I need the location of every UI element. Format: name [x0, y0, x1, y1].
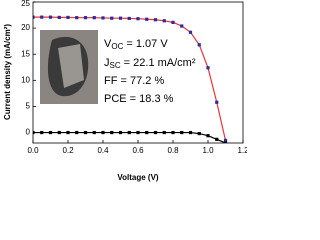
data-point [110, 130, 114, 135]
y-tick-label: 0 [26, 128, 31, 137]
data-point [92, 16, 96, 20]
data-point [206, 134, 210, 138]
annotation-text: = 1.07 V [123, 38, 168, 50]
data-point [188, 130, 193, 135]
data-point [197, 43, 201, 47]
data-point [75, 130, 79, 135]
annotation: PCE = 18.3 % [104, 93, 174, 105]
y-tick-label: 25 [21, 0, 30, 8]
data-point [40, 15, 44, 19]
data-point [223, 141, 228, 143]
data-point [145, 130, 149, 135]
data-point [215, 100, 219, 104]
data-point [92, 130, 96, 135]
annotation: JSC = 22.1 mA/cm² [104, 57, 196, 70]
y-tick-label: 10 [21, 75, 30, 84]
data-point [180, 130, 184, 135]
x-tick-label: 1.0 [202, 146, 214, 155]
data-point [153, 130, 158, 135]
data-point [136, 130, 140, 135]
x-tick-label: 0.0 [27, 146, 39, 155]
data-point [66, 130, 70, 135]
x-tick-label: 0.6 [132, 146, 144, 155]
data-point [118, 130, 123, 135]
data-point [48, 130, 53, 135]
data-point [57, 15, 61, 20]
data-point [57, 130, 61, 135]
y-tick-label: 5 [26, 102, 31, 111]
annotation-text: PCE = 18.3 % [104, 93, 174, 105]
data-point [171, 130, 175, 135]
annotation-symbol: V [104, 38, 112, 50]
y-axis-title: Current density (mA/cm²) [3, 24, 12, 120]
data-point [127, 16, 131, 21]
data-point [197, 132, 201, 136]
data-point [206, 66, 210, 70]
data-point [171, 20, 175, 24]
data-point [162, 19, 166, 23]
data-point [40, 130, 44, 135]
data-point [48, 15, 53, 19]
annotation: FF = 77.2 % [104, 75, 164, 87]
inset-highlight [58, 44, 84, 88]
data-point [127, 130, 131, 135]
y-tick-label: 20 [21, 23, 30, 32]
data-point [75, 16, 79, 20]
x-tick-label: 0.2 [62, 146, 74, 155]
plot-frame [32, 1, 244, 144]
chart: Voltage (V) Current density (mA/cm²) 0.0… [3, 0, 249, 182]
data-point [188, 30, 193, 34]
data-point [153, 18, 158, 22]
x-tick-label: 0.4 [97, 146, 109, 155]
data-point [33, 130, 35, 135]
data-point [83, 130, 88, 135]
annotation-symbol: J [104, 57, 110, 69]
data-point [118, 16, 123, 20]
data-point [162, 130, 166, 135]
data-point [110, 16, 114, 20]
data-point [66, 15, 70, 20]
annotation-subscript: SC [110, 61, 121, 70]
data-point [136, 17, 140, 21]
data-point [215, 137, 219, 141]
x-tick-label: 1.2 [237, 146, 247, 155]
annotation-subscript: OC [111, 42, 123, 51]
data-point [33, 15, 35, 19]
data-point [101, 130, 105, 135]
data-point [83, 16, 88, 20]
y-tick-label: 15 [21, 49, 30, 58]
plot-area [33, 15, 228, 143]
data-point [101, 16, 105, 20]
data-point [180, 24, 184, 28]
annotation-text: = 22.1 mA/cm² [121, 57, 196, 69]
annotation: VOC = 1.07 V [104, 38, 168, 51]
data-point [223, 138, 228, 142]
x-tick-label: 0.8 [167, 146, 179, 155]
annotation-text: FF = 77.2 % [104, 75, 164, 87]
x-axis-title: Voltage (V) [117, 173, 159, 182]
data-point [145, 17, 149, 21]
